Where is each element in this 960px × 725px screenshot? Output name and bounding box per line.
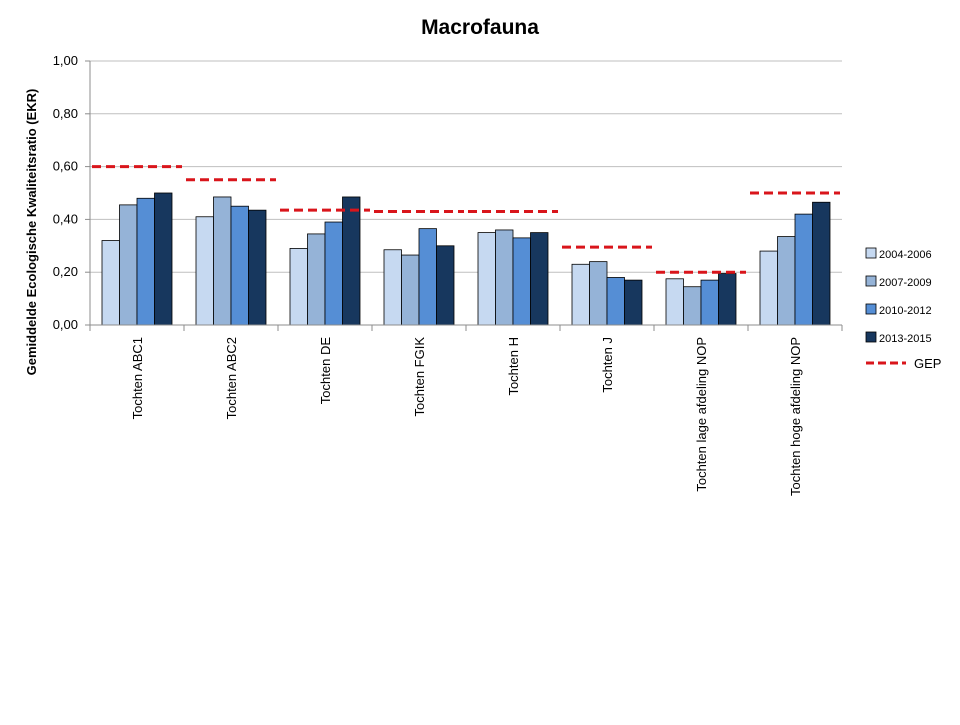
bar: [136, 197, 155, 326]
y-tick-label: 0,40: [53, 211, 78, 226]
x-category-label: Tochten H: [506, 337, 521, 396]
bar: [119, 204, 138, 326]
bar: [477, 232, 496, 326]
bar: [213, 196, 232, 326]
bar: [512, 237, 531, 326]
bar: [718, 273, 737, 326]
bar: [683, 286, 702, 326]
bar: [624, 279, 643, 326]
legend-swatch: [865, 247, 877, 259]
chart-title: Macrofauna: [421, 16, 539, 39]
y-tick-label: 0,60: [53, 159, 78, 174]
legend-label: 2004-2006: [879, 249, 932, 261]
bar: [342, 196, 361, 326]
axes: [89, 61, 843, 331]
bar: [289, 248, 308, 326]
legend-swatch: [865, 331, 877, 343]
bar: [154, 192, 173, 326]
y-axis-label: Gemiddelde Ecologische Kwaliteitsratio (…: [24, 89, 39, 376]
bar: [812, 201, 831, 326]
bar: [606, 277, 625, 326]
y-tick-label: 0,80: [53, 106, 78, 121]
legend-gep-label: GEP: [914, 356, 941, 371]
bar: [401, 254, 420, 326]
x-category-label: Tochten J: [600, 337, 615, 393]
x-category-label: Tochten hoge afdeling NOP: [788, 337, 803, 496]
x-axis-category-labels: Tochten ABC1 Tochten ABC2 Tochten DE Tochte…: [130, 337, 803, 496]
x-category-label: Tochten ABC2: [224, 337, 239, 419]
bar: [665, 278, 684, 326]
bar: [700, 279, 719, 326]
bar: [383, 249, 402, 326]
x-category-label: Tochten FGIK: [412, 337, 427, 417]
y-tick-label: 0,20: [53, 264, 78, 279]
legend-swatch: [865, 275, 877, 287]
bar: [794, 213, 813, 326]
legend-swatch: [865, 303, 877, 315]
bar: [759, 250, 778, 326]
y-axis-ticks: 0,00 0,20 0,40 0,60 0,80 1,00: [53, 53, 78, 332]
bar: [530, 232, 549, 326]
bar: [418, 228, 437, 326]
bar: [777, 236, 796, 326]
legend-label: 2007-2009: [879, 277, 932, 289]
bar: [495, 229, 514, 326]
y-tick-label: 1,00: [53, 53, 78, 68]
bar: [571, 263, 590, 326]
x-category-label: Tochten ABC1: [130, 337, 145, 419]
bar: [101, 240, 120, 326]
bar: [230, 205, 249, 326]
legend-label: 2013-2015: [879, 333, 932, 345]
gep-lines: [92, 165, 840, 274]
bar: [589, 261, 608, 326]
x-category-label: Tochten DE: [318, 337, 333, 405]
bar: [324, 221, 343, 326]
legend-label: 2010-2012: [879, 305, 932, 317]
y-tick-label: 0,00: [53, 317, 78, 332]
legend: 2004-2006 2007-2009 2010-2012 2013-2015 GEP: [865, 247, 941, 371]
bar: [307, 233, 326, 326]
bar: [195, 216, 214, 326]
x-category-label: Tochten lage afdeling NOP: [694, 337, 709, 492]
bars: [101, 192, 831, 326]
bar: [436, 245, 455, 326]
bar: [248, 209, 267, 326]
